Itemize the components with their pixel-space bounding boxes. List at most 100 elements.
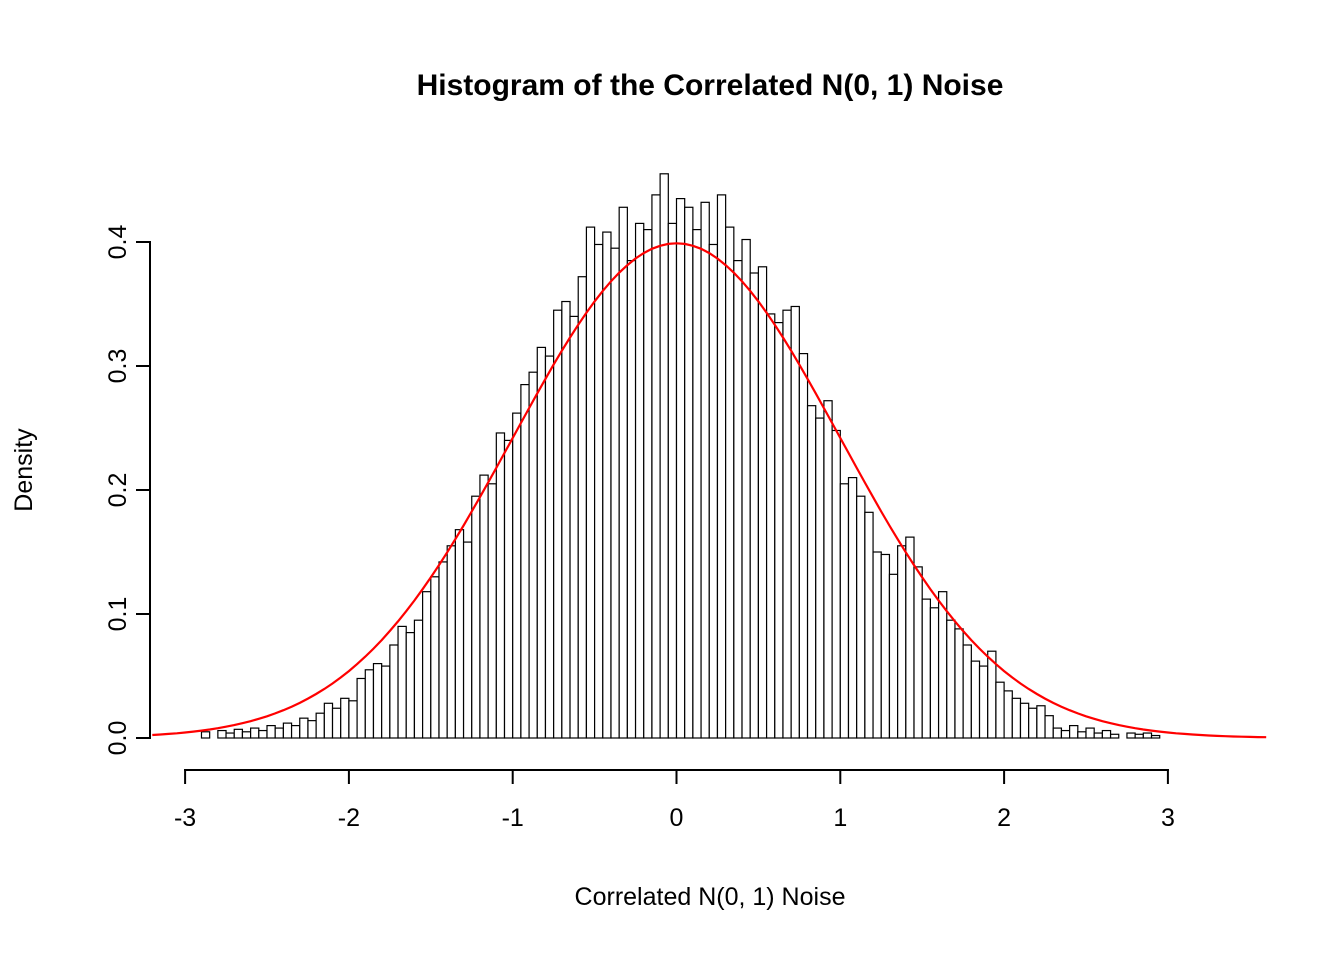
histogram-bar <box>348 700 358 739</box>
histogram-bar <box>725 226 735 739</box>
histogram-bar <box>634 222 645 739</box>
histogram-bar <box>1003 690 1013 739</box>
histogram-bar <box>1069 724 1079 739</box>
histogram-bar <box>274 727 284 739</box>
x-tick-label: -2 <box>338 804 360 832</box>
histogram-bar <box>798 353 809 739</box>
histogram-bar <box>282 722 293 739</box>
histogram-bar <box>503 439 514 739</box>
histogram-bar <box>643 229 653 739</box>
histogram-bar <box>250 727 260 739</box>
histogram-bar <box>372 662 383 739</box>
histogram-bar <box>692 229 702 739</box>
histogram-bar <box>847 477 858 739</box>
histogram-bar <box>446 545 456 739</box>
histogram-bar <box>929 607 940 739</box>
histogram-bar <box>356 677 366 739</box>
histogram-bar <box>1028 707 1038 739</box>
histogram-bar <box>937 591 948 739</box>
histogram-bar <box>1077 731 1087 739</box>
histogram-bar <box>405 631 416 739</box>
histogram-bar <box>708 243 719 739</box>
histogram-bar <box>1142 732 1153 739</box>
histogram-bar <box>1109 733 1120 739</box>
histogram-bar <box>741 238 751 739</box>
histogram-bar <box>1011 697 1022 739</box>
histogram-bar <box>528 371 538 739</box>
histogram-bar <box>413 619 424 739</box>
histogram-bar <box>954 628 964 739</box>
histogram-bar <box>667 222 678 739</box>
x-tick-label: -1 <box>502 804 524 832</box>
histogram-bar <box>593 243 604 739</box>
histogram-bar <box>397 625 407 739</box>
histogram-bar <box>888 573 899 739</box>
histogram-bar <box>806 405 817 739</box>
x-tick-label: 0 <box>670 804 684 832</box>
histogram-bar <box>217 729 227 739</box>
histogram-bar <box>618 206 628 739</box>
x-tick-label: 1 <box>833 804 847 832</box>
histogram-bar <box>815 417 825 739</box>
histogram-bar <box>544 355 555 739</box>
histogram-bars <box>200 173 1161 739</box>
histogram-bar <box>856 495 866 739</box>
histogram-bar <box>512 412 522 739</box>
histogram-bar <box>381 665 391 739</box>
histogram-bar <box>1101 729 1112 739</box>
histogram-bar <box>1126 732 1136 739</box>
histogram-bar <box>823 400 833 739</box>
histogram-bar <box>1150 734 1161 739</box>
histogram-bar <box>200 731 211 739</box>
histogram-bar <box>897 545 907 739</box>
histogram-bar <box>307 720 317 739</box>
histogram-bar <box>577 276 588 739</box>
histogram-bar <box>495 432 506 739</box>
histogram-bar <box>659 173 669 739</box>
x-tick-label: 3 <box>1161 804 1175 832</box>
y-tick-label: 0.0 <box>104 721 132 756</box>
histogram-bar <box>553 309 563 739</box>
histogram-bar <box>299 717 309 739</box>
x-axis-title: Correlated N(0, 1) Noise <box>575 883 846 911</box>
histogram-bar <box>454 529 465 739</box>
histogram-bar <box>340 697 350 739</box>
histogram-bar <box>1044 715 1054 739</box>
histogram-bar <box>520 384 530 739</box>
histogram-bar <box>872 551 882 739</box>
x-tick-label: -3 <box>174 804 196 832</box>
histogram-bar <box>970 660 981 739</box>
histogram-bar <box>561 300 571 739</box>
histogram-bar <box>790 305 800 739</box>
histogram-bar <box>757 266 768 739</box>
y-tick-label: 0.2 <box>104 473 132 508</box>
histogram-bar <box>946 619 956 739</box>
histogram-bar <box>651 194 661 739</box>
histogram-bar <box>765 313 776 739</box>
histogram-bar <box>430 576 440 739</box>
histogram-bar <box>323 702 334 739</box>
histogram-bar <box>266 724 276 739</box>
histogram-bar <box>831 429 841 739</box>
histogram-bar <box>684 206 694 739</box>
histogram-bar <box>315 712 325 739</box>
histogram-bar <box>479 474 489 739</box>
y-tick-label: 0.4 <box>104 225 132 260</box>
y-axis-title: Density <box>10 428 38 512</box>
histogram-bar <box>364 669 375 739</box>
chart-title: Histogram of the Correlated N(0, 1) Nois… <box>417 69 1004 102</box>
histogram-bar <box>1036 705 1046 739</box>
histogram-bar <box>782 309 792 739</box>
histogram-bar <box>389 644 399 739</box>
histogram-bar <box>774 322 784 739</box>
y-tick-label: 0.3 <box>104 349 132 384</box>
histogram-bar <box>913 566 923 739</box>
histogram-bar <box>487 483 497 739</box>
histogram-bar <box>716 194 727 739</box>
y-tick-label: 0.1 <box>104 597 132 632</box>
histogram-bar <box>225 732 235 739</box>
histogram-bar <box>1093 732 1103 739</box>
histogram-bar <box>1085 727 1095 739</box>
histogram-bar <box>258 729 268 739</box>
